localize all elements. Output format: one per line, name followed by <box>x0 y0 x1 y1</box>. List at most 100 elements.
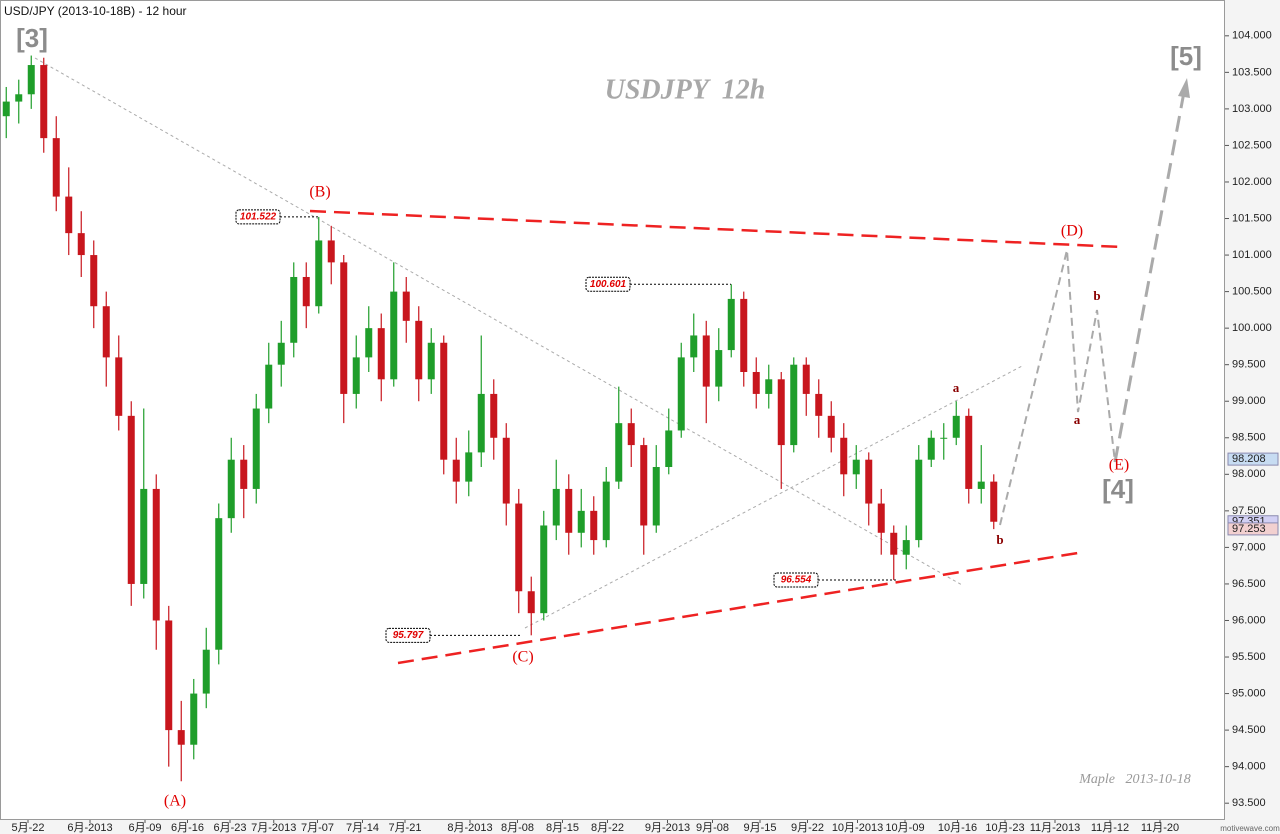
y-tick-label: 95.000 <box>1232 687 1266 699</box>
candle-body <box>665 430 673 468</box>
x-tick-label: 10月-23 <box>985 822 1024 834</box>
x-tick-label: 6月-16 <box>171 822 204 834</box>
candle-body <box>490 393 498 438</box>
last-price-label: 98.208 <box>1232 453 1266 465</box>
price-label: 95.797 <box>393 630 424 641</box>
candle-body <box>465 452 473 482</box>
candle-body <box>615 423 623 482</box>
candle-body <box>290 276 298 343</box>
plot-border <box>0 0 1225 820</box>
y-tick-label: 93.500 <box>1232 797 1266 809</box>
candle-body <box>240 459 248 489</box>
candle-body <box>77 233 85 256</box>
x-tick-label: 10月-09 <box>885 822 924 834</box>
candle-body <box>927 437 935 460</box>
candle-body <box>877 503 885 533</box>
candle-body <box>102 306 110 358</box>
price-box <box>585 276 631 292</box>
x-tick-label: 8月-15 <box>546 822 579 834</box>
price-label: 101.522 <box>240 212 277 223</box>
wave-label: (D) <box>1061 223 1083 240</box>
watermark: USDJPY 12h <box>605 74 766 105</box>
candle-body <box>752 371 760 394</box>
y-tick-label: 96.500 <box>1232 578 1266 590</box>
candle-body <box>340 262 348 394</box>
candle-body <box>15 94 23 102</box>
candle-body <box>140 488 148 584</box>
triangle-line <box>397 550 1085 665</box>
candle-body <box>840 437 848 475</box>
candle-body <box>440 342 448 460</box>
x-tick-label: 11月-12 <box>1091 822 1129 834</box>
y-tick-label: 98.000 <box>1232 468 1266 480</box>
wave-label: [4] <box>1102 474 1134 504</box>
candle-body <box>27 65 35 95</box>
y-tick-label: 102.000 <box>1232 176 1272 188</box>
candle-body <box>527 591 535 614</box>
candle-body <box>277 342 285 365</box>
candle-body <box>215 518 223 650</box>
candle-body <box>152 488 160 621</box>
y-tick-label: 98.500 <box>1232 432 1266 444</box>
arrow-head <box>1178 78 1190 98</box>
signature: Maple 2013-10-18 <box>1078 772 1191 787</box>
candle-body <box>402 291 410 321</box>
x-tick-label: 9月-2013 <box>645 822 690 834</box>
y-tick-label: 100.000 <box>1232 322 1272 334</box>
candle-body <box>65 196 73 234</box>
x-tick-label: 8月-08 <box>501 822 534 834</box>
candle-body <box>602 481 610 541</box>
wave-label: [5] <box>1170 41 1202 71</box>
projection-path <box>1113 91 1186 463</box>
candle-body <box>565 488 573 533</box>
candle-body <box>265 364 273 409</box>
candle-body <box>127 415 135 584</box>
y-tick-label: 94.000 <box>1232 761 1266 773</box>
x-tick-label: 7月-14 <box>346 822 379 834</box>
candle-body <box>902 540 910 555</box>
y-tick-label: 96.000 <box>1232 614 1266 626</box>
candle-body <box>740 298 748 372</box>
x-tick-label: 6月-23 <box>213 822 246 834</box>
x-tick-label: 6月-09 <box>128 822 161 834</box>
x-axis-panel <box>0 820 1280 834</box>
candle-body <box>590 510 598 541</box>
candle-body <box>965 415 973 489</box>
last-price-label: 97.253 <box>1232 523 1266 535</box>
candle-body <box>227 459 235 519</box>
y-tick-label: 95.500 <box>1232 651 1266 663</box>
price-box <box>385 627 431 643</box>
triangle-line <box>309 209 1123 249</box>
candle-body <box>327 240 335 263</box>
x-tick-label: 9月-15 <box>743 822 776 834</box>
candle-body <box>302 276 310 307</box>
y-tick-label: 103.500 <box>1232 66 1272 78</box>
candle-body <box>815 393 823 416</box>
candle-body <box>202 649 210 694</box>
candle-body <box>90 255 98 307</box>
channel-line <box>34 57 963 586</box>
last-price-box <box>1227 452 1279 466</box>
candle-body <box>777 379 785 446</box>
x-tick-label: 9月-22 <box>791 822 824 834</box>
candle-body <box>115 357 123 416</box>
y-tick-label: 103.000 <box>1232 103 1272 115</box>
price-box <box>773 572 819 588</box>
wave-label: (E) <box>1109 457 1129 474</box>
wave-label: (B) <box>309 184 330 201</box>
x-tick-label: 10月-16 <box>938 822 977 834</box>
candle-body <box>377 328 385 380</box>
y-tick-label: 102.500 <box>1232 139 1272 151</box>
candle-body <box>477 393 485 453</box>
candle-body <box>452 459 460 482</box>
price-box <box>235 209 281 225</box>
candle-body <box>990 481 998 522</box>
x-tick-label: 8月-2013 <box>447 822 492 834</box>
candle-body <box>677 357 685 431</box>
candle-body <box>190 693 198 745</box>
y-tick-label: 101.000 <box>1232 249 1272 261</box>
candle-body <box>390 291 398 380</box>
price-label: 96.554 <box>781 575 812 586</box>
